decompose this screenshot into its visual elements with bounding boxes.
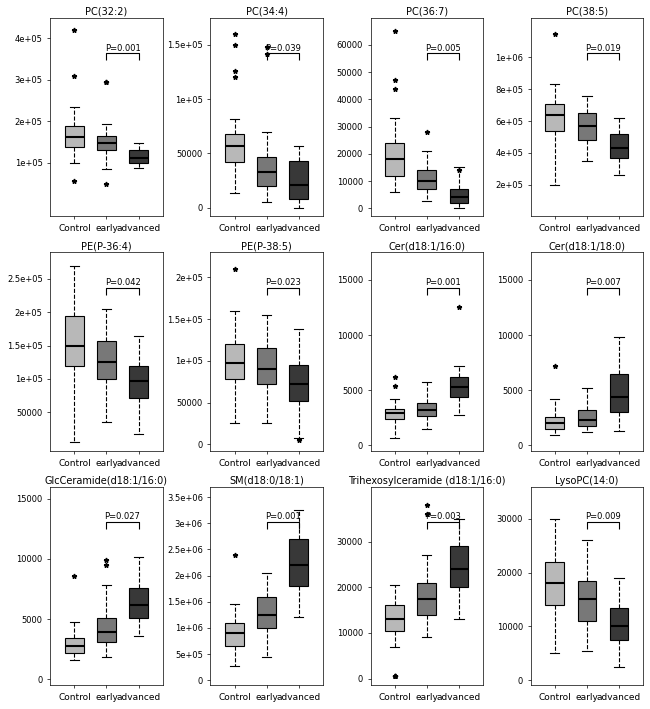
PathPatch shape	[129, 150, 148, 162]
PathPatch shape	[385, 605, 404, 630]
PathPatch shape	[98, 135, 116, 150]
PathPatch shape	[450, 377, 468, 397]
PathPatch shape	[610, 134, 629, 158]
PathPatch shape	[98, 341, 116, 379]
Title: LysoPC(14:0): LysoPC(14:0)	[555, 476, 619, 486]
Text: P=0.023: P=0.023	[265, 278, 300, 287]
PathPatch shape	[129, 588, 148, 618]
Title: PE(P-38:5): PE(P-38:5)	[241, 242, 292, 252]
PathPatch shape	[289, 539, 308, 586]
Text: P=0.039: P=0.039	[265, 43, 300, 52]
Title: Trihexosylceramide (d18:1/16:0): Trihexosylceramide (d18:1/16:0)	[348, 476, 506, 486]
PathPatch shape	[610, 374, 629, 413]
PathPatch shape	[226, 344, 244, 379]
PathPatch shape	[545, 417, 564, 429]
PathPatch shape	[226, 623, 244, 646]
Title: SM(d18:0/18:1): SM(d18:0/18:1)	[229, 476, 304, 486]
PathPatch shape	[578, 113, 596, 140]
Title: Cer(d18:1/16:0): Cer(d18:1/16:0)	[388, 242, 465, 252]
PathPatch shape	[257, 348, 276, 384]
PathPatch shape	[610, 608, 629, 640]
PathPatch shape	[257, 157, 276, 186]
PathPatch shape	[257, 596, 276, 628]
Title: PE(P-36:4): PE(P-36:4)	[81, 242, 132, 252]
PathPatch shape	[289, 161, 308, 199]
Text: P=0.042: P=0.042	[105, 278, 140, 287]
Text: P=0.009: P=0.009	[585, 513, 621, 521]
PathPatch shape	[578, 581, 596, 621]
PathPatch shape	[545, 562, 564, 605]
PathPatch shape	[98, 618, 116, 642]
PathPatch shape	[385, 143, 404, 176]
PathPatch shape	[417, 403, 436, 415]
Text: P=0.001: P=0.001	[425, 278, 461, 287]
Text: P=0.005: P=0.005	[425, 43, 461, 52]
Title: PC(38:5): PC(38:5)	[566, 7, 608, 17]
PathPatch shape	[578, 410, 596, 425]
Title: GlcCeramide(d18:1/16:0): GlcCeramide(d18:1/16:0)	[45, 476, 168, 486]
PathPatch shape	[65, 126, 84, 147]
Text: P=0.001: P=0.001	[265, 513, 300, 521]
Title: PC(32:2): PC(32:2)	[85, 7, 127, 17]
Text: P=0.027: P=0.027	[105, 513, 140, 521]
PathPatch shape	[129, 366, 148, 398]
PathPatch shape	[226, 134, 244, 162]
PathPatch shape	[65, 638, 84, 653]
Text: P=0.003: P=0.003	[425, 513, 461, 521]
PathPatch shape	[385, 409, 404, 419]
Text: P=0.001: P=0.001	[105, 43, 140, 52]
PathPatch shape	[450, 546, 468, 587]
PathPatch shape	[417, 583, 436, 615]
Title: Cer(d18:1/18:0): Cer(d18:1/18:0)	[549, 242, 625, 252]
PathPatch shape	[417, 170, 436, 189]
PathPatch shape	[65, 316, 84, 366]
PathPatch shape	[450, 189, 468, 203]
PathPatch shape	[289, 365, 308, 401]
Text: P=0.007: P=0.007	[585, 278, 621, 287]
Title: PC(36:7): PC(36:7)	[406, 7, 448, 17]
Text: P=0.019: P=0.019	[585, 43, 621, 52]
PathPatch shape	[545, 104, 564, 131]
Title: PC(34:4): PC(34:4)	[246, 7, 288, 17]
